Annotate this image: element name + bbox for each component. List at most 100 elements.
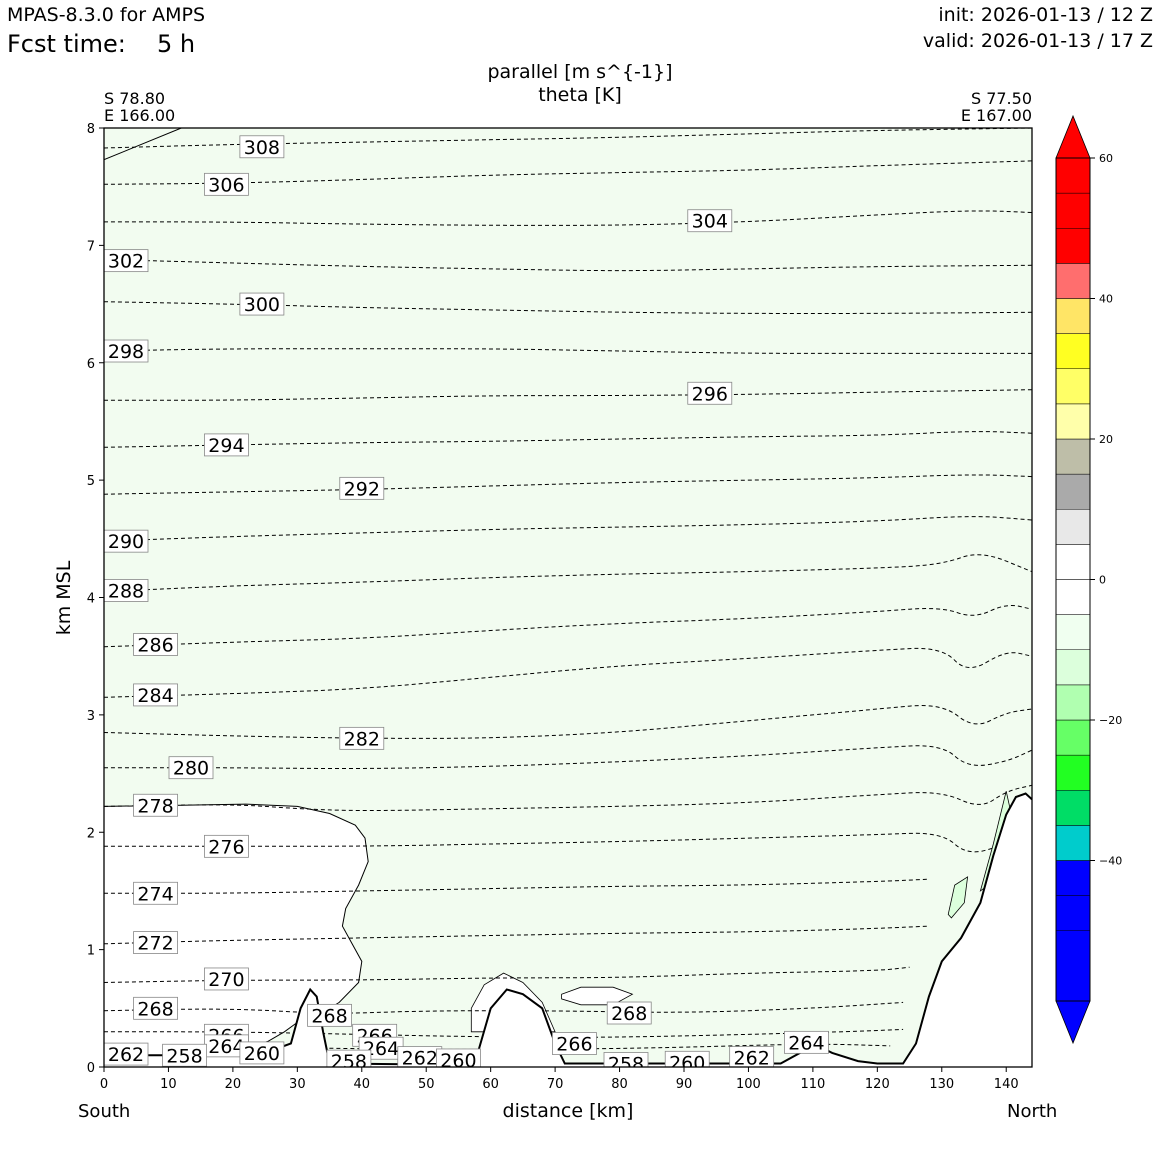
chart-title: parallel [m s^{-1}] bbox=[487, 61, 673, 83]
contour-label: 294 bbox=[204, 433, 249, 457]
theta-contour-298 bbox=[104, 348, 1032, 354]
theta-contour-296 bbox=[104, 389, 1032, 401]
theta-contour-286 bbox=[104, 605, 1032, 648]
contour-label-text: 306 bbox=[208, 174, 244, 196]
contour-label-text: 262 bbox=[108, 1044, 144, 1066]
contour-label-box bbox=[239, 135, 285, 159]
contour-label: 260 bbox=[436, 1048, 481, 1067]
colorbar-band bbox=[1055, 895, 1091, 931]
theta-contour-284 bbox=[104, 647, 1032, 698]
contour-label: 262 bbox=[729, 1046, 775, 1067]
contour-label-box bbox=[133, 683, 178, 707]
contour-label: 268 bbox=[606, 1001, 652, 1025]
contour-label-box bbox=[326, 1049, 372, 1067]
contour-label-box bbox=[204, 172, 249, 196]
model-title: MPAS-8.3.0 for AMPS bbox=[7, 4, 206, 26]
x-tick-label: 120 bbox=[865, 1077, 890, 1092]
y-tick-label: 4 bbox=[87, 592, 95, 607]
contour-label-box bbox=[784, 1030, 829, 1054]
contour-label: 262 bbox=[397, 1046, 443, 1067]
contour-label: 288 bbox=[104, 579, 149, 602]
theta-contour-276 bbox=[104, 832, 1007, 853]
init-time: init: 2026-01-13 / 12 Z bbox=[938, 4, 1153, 26]
x-tick-label: 100 bbox=[736, 1077, 761, 1092]
contour-label: 290 bbox=[104, 529, 149, 553]
x-tick-label: 40 bbox=[354, 1077, 371, 1092]
contour-label: 292 bbox=[339, 476, 385, 500]
green-pocket bbox=[947, 876, 969, 919]
pocket-wind-contour bbox=[561, 986, 634, 1006]
colorbar-band bbox=[1055, 192, 1091, 229]
contour-label-text: 268 bbox=[311, 1005, 347, 1027]
theta-contour-290 bbox=[104, 516, 1032, 542]
y-tick-label: 7 bbox=[87, 239, 95, 254]
y-tick-label: 8 bbox=[87, 122, 95, 137]
contour-label: 266 bbox=[552, 1032, 597, 1056]
theta-contour-270 bbox=[104, 966, 910, 983]
north-label: North bbox=[1007, 1101, 1058, 1122]
contour-label-text: 270 bbox=[208, 969, 244, 991]
contour-label-text: 308 bbox=[244, 137, 280, 159]
contour-label-text: 258 bbox=[331, 1051, 367, 1073]
contour-label-text: 260 bbox=[244, 1043, 280, 1065]
colorbar-extend-max bbox=[1055, 114, 1091, 159]
contour-label: 260 bbox=[664, 1050, 710, 1067]
contour-label-text: 304 bbox=[692, 211, 728, 233]
contour-label-box bbox=[664, 1050, 710, 1067]
x-tick-label: 140 bbox=[994, 1077, 1019, 1092]
theta-contour-280 bbox=[104, 745, 1032, 769]
contour-label: 264 bbox=[784, 1030, 829, 1054]
contour-label-box bbox=[307, 1003, 352, 1027]
contour-label: 308 bbox=[239, 135, 285, 159]
colorbar-band bbox=[1055, 263, 1091, 299]
contour-label: 276 bbox=[204, 834, 249, 858]
contour-label-text: 288 bbox=[108, 580, 144, 602]
colorbar-band bbox=[1055, 825, 1091, 861]
contour-label-text: 264 bbox=[208, 1036, 244, 1058]
right-endpoint-lat: S 77.50 bbox=[970, 89, 1032, 108]
contour-label: 258 bbox=[603, 1052, 649, 1067]
theta-contour-278 bbox=[104, 784, 1032, 811]
contour-label-text: 268 bbox=[137, 998, 173, 1020]
y-tick-label: 6 bbox=[87, 357, 95, 372]
contour-label-box bbox=[606, 1001, 652, 1025]
contour-label-box bbox=[104, 529, 149, 553]
contour-label-text: 300 bbox=[244, 294, 280, 316]
x-tick-label: 10 bbox=[160, 1077, 177, 1092]
colorbar-band bbox=[1055, 614, 1091, 650]
colorbar-band bbox=[1055, 754, 1091, 791]
contour-label-box bbox=[133, 996, 178, 1020]
contour-label-text: 258 bbox=[166, 1045, 202, 1067]
colorbar-tick-label: 60 bbox=[1099, 152, 1113, 165]
contour-label: 302 bbox=[104, 249, 149, 273]
theta-contour-308 bbox=[104, 128, 1032, 149]
contour-label-text: 282 bbox=[344, 728, 380, 750]
contour-label-text: 264 bbox=[363, 1038, 399, 1060]
theta-contour-300 bbox=[104, 301, 1032, 315]
left-endpoint-lon: E 166.00 bbox=[104, 106, 176, 125]
contour-label: 306 bbox=[204, 172, 249, 196]
contour-label: 258 bbox=[162, 1043, 207, 1067]
chart-subtitle: theta [K] bbox=[538, 84, 622, 106]
contour-label: 270 bbox=[204, 967, 249, 991]
theta-contour-302 bbox=[104, 259, 1032, 272]
contour-label-text: 274 bbox=[137, 883, 173, 905]
contour-label-box bbox=[162, 1043, 207, 1067]
x-axis: 0 10 20 30 40 50 60 70 80 90 100 110 120 130 140 bbox=[100, 1067, 1019, 1092]
contour-label: 268 bbox=[307, 1003, 352, 1027]
contour-label-box bbox=[603, 1052, 649, 1067]
theta-contour-266 bbox=[104, 1028, 904, 1038]
contour-label-box bbox=[204, 967, 249, 991]
contour-label-box bbox=[104, 579, 149, 602]
contour-label: 298 bbox=[104, 339, 149, 363]
colorbar-band bbox=[1055, 579, 1091, 615]
contour-label: 258 bbox=[326, 1049, 372, 1073]
contour-label: 300 bbox=[239, 292, 285, 316]
y-tick-label: 2 bbox=[87, 826, 95, 841]
contour-label: 262 bbox=[104, 1042, 149, 1066]
contour-label-text: 286 bbox=[137, 634, 173, 656]
colorbar-tick-label: 0 bbox=[1099, 574, 1106, 587]
x-tick-label: 20 bbox=[225, 1077, 242, 1092]
contour-label-box bbox=[133, 633, 178, 656]
